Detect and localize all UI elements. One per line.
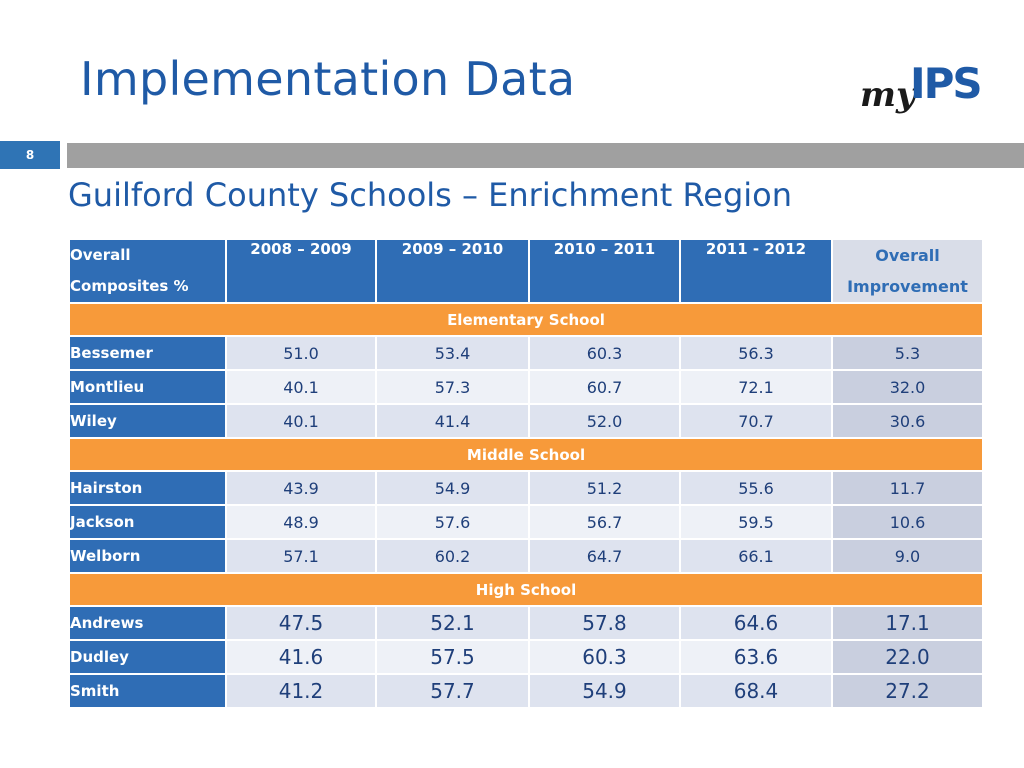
value-cell: 57.3 [375, 369, 530, 405]
value-cell: 54.9 [375, 470, 530, 506]
school-name: Smith [68, 673, 227, 709]
value-cell: 51.0 [225, 335, 377, 371]
value-cell: 70.7 [679, 403, 833, 439]
value-cell: 41.4 [375, 403, 530, 439]
section-row: Elementary School [68, 302, 984, 337]
value-cell: 47.5 [225, 605, 377, 641]
value-cell: 51.2 [528, 470, 681, 506]
improvement-cell: 32.0 [831, 369, 984, 405]
header-first-line2: Composites % [70, 277, 189, 295]
header-first-line1: Overall [70, 246, 131, 264]
logo-ips-text: IPS [910, 59, 981, 108]
section-label-middle: Middle School [68, 437, 984, 472]
improvement-cell: 5.3 [831, 335, 984, 371]
value-cell: 68.4 [679, 673, 833, 709]
table-row: Andrews 47.5 52.1 57.8 64.6 17.1 [68, 605, 984, 641]
value-cell: 57.7 [375, 673, 530, 709]
header-year-1: 2008 – 2009 [225, 238, 377, 304]
section-row: Middle School [68, 437, 984, 472]
school-name: Montlieu [68, 369, 227, 405]
logo-my-text: my [860, 75, 918, 115]
value-cell: 60.3 [528, 639, 681, 675]
value-cell: 40.1 [225, 369, 377, 405]
table-row: Welborn 57.1 60.2 64.7 66.1 9.0 [68, 538, 984, 574]
value-cell: 64.7 [528, 538, 681, 574]
header-last-line1: Overall [875, 246, 940, 265]
improvement-cell: 10.6 [831, 504, 984, 540]
header-year-3: 2010 – 2011 [528, 238, 681, 304]
school-name: Hairston [68, 470, 227, 506]
section-label-high: High School [68, 572, 984, 607]
value-cell: 59.5 [679, 504, 833, 540]
value-cell: 57.1 [225, 538, 377, 574]
header-year-2: 2009 – 2010 [375, 238, 530, 304]
school-name: Welborn [68, 538, 227, 574]
value-cell: 41.6 [225, 639, 377, 675]
value-cell: 57.8 [528, 605, 681, 641]
school-name: Jackson [68, 504, 227, 540]
table-row: Hairston 43.9 54.9 51.2 55.6 11.7 [68, 470, 984, 506]
table-row: Dudley 41.6 57.5 60.3 63.6 22.0 [68, 639, 984, 675]
header-year-4: 2011 - 2012 [679, 238, 833, 304]
value-cell: 60.2 [375, 538, 530, 574]
value-cell: 72.1 [679, 369, 833, 405]
school-name: Andrews [68, 605, 227, 641]
improvement-cell: 30.6 [831, 403, 984, 439]
slide-title: Implementation Data [80, 52, 576, 106]
title-divider-bar [67, 143, 1024, 168]
table-row: Jackson 48.9 57.6 56.7 59.5 10.6 [68, 504, 984, 540]
improvement-cell: 27.2 [831, 673, 984, 709]
improvement-cell: 9.0 [831, 538, 984, 574]
school-name: Bessemer [68, 335, 227, 371]
value-cell: 43.9 [225, 470, 377, 506]
improvement-cell: 11.7 [831, 470, 984, 506]
value-cell: 48.9 [225, 504, 377, 540]
table-row: Montlieu 40.1 57.3 60.7 72.1 32.0 [68, 369, 984, 405]
slide-number: 8 [0, 141, 60, 169]
value-cell: 66.1 [679, 538, 833, 574]
table-row: Bessemer 51.0 53.4 60.3 56.3 5.3 [68, 335, 984, 371]
value-cell: 60.3 [528, 335, 681, 371]
value-cell: 53.4 [375, 335, 530, 371]
value-cell: 56.3 [679, 335, 833, 371]
header-overall-improvement: Overall Improvement [831, 238, 984, 304]
myips-logo: my IPS [860, 59, 983, 115]
table-row: Smith 41.2 57.7 54.9 68.4 27.2 [68, 673, 984, 709]
section-label-elementary: Elementary School [68, 302, 984, 337]
value-cell: 41.2 [225, 673, 377, 709]
value-cell: 64.6 [679, 605, 833, 641]
value-cell: 57.5 [375, 639, 530, 675]
school-name: Wiley [68, 403, 227, 439]
improvement-cell: 17.1 [831, 605, 984, 641]
value-cell: 52.0 [528, 403, 681, 439]
composites-table: Overall Composites % 2008 – 2009 2009 – … [68, 238, 984, 709]
slide-subtitle: Guilford County Schools – Enrichment Reg… [68, 176, 792, 214]
value-cell: 54.9 [528, 673, 681, 709]
section-row: High School [68, 572, 984, 607]
table-header-row: Overall Composites % 2008 – 2009 2009 – … [68, 238, 984, 304]
value-cell: 63.6 [679, 639, 833, 675]
header-last-line2: Improvement [847, 277, 968, 296]
value-cell: 60.7 [528, 369, 681, 405]
value-cell: 52.1 [375, 605, 530, 641]
table-row: Wiley 40.1 41.4 52.0 70.7 30.6 [68, 403, 984, 439]
improvement-cell: 22.0 [831, 639, 984, 675]
school-name: Dudley [68, 639, 227, 675]
value-cell: 56.7 [528, 504, 681, 540]
value-cell: 40.1 [225, 403, 377, 439]
header-overall-composites: Overall Composites % [68, 238, 227, 304]
value-cell: 55.6 [679, 470, 833, 506]
value-cell: 57.6 [375, 504, 530, 540]
